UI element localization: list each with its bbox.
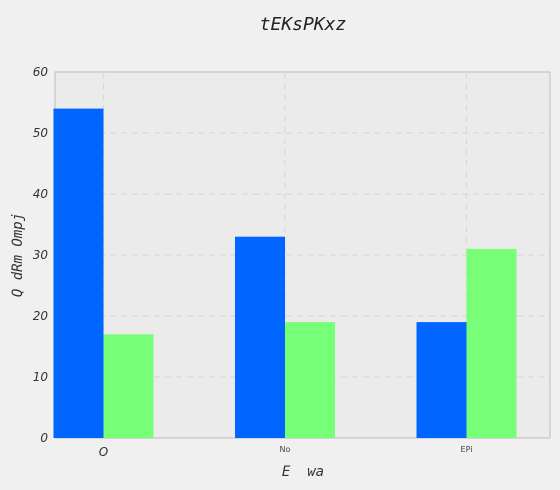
y-tick-label: 40: [33, 187, 49, 201]
chart-title: tEKsPKxz: [260, 14, 347, 35]
y-tick-label: 60: [33, 65, 49, 79]
y-axis-label: Q dRm Ompj: [10, 213, 26, 297]
bar: [53, 108, 104, 438]
y-tick-label: 50: [33, 126, 49, 140]
x-axis-label: E wa: [282, 464, 324, 480]
y-tick-labels: 0 10 20 30 40 50 60: [33, 65, 49, 445]
x-tick-label: EPi: [461, 445, 473, 454]
y-tick-label: 30: [33, 248, 49, 262]
bars: [53, 108, 517, 438]
y-tick-label: 20: [33, 309, 49, 323]
x-tick-label: O: [99, 445, 108, 459]
bar: [466, 248, 517, 438]
bar: [103, 334, 154, 438]
bar: [285, 322, 335, 438]
y-tick-label: 0: [40, 431, 48, 445]
bar: [416, 322, 467, 438]
bar: [235, 236, 285, 438]
x-tick-label: No: [280, 445, 291, 454]
y-tick-label: 10: [33, 370, 49, 384]
x-tick-labels: O No EPi: [99, 445, 473, 459]
